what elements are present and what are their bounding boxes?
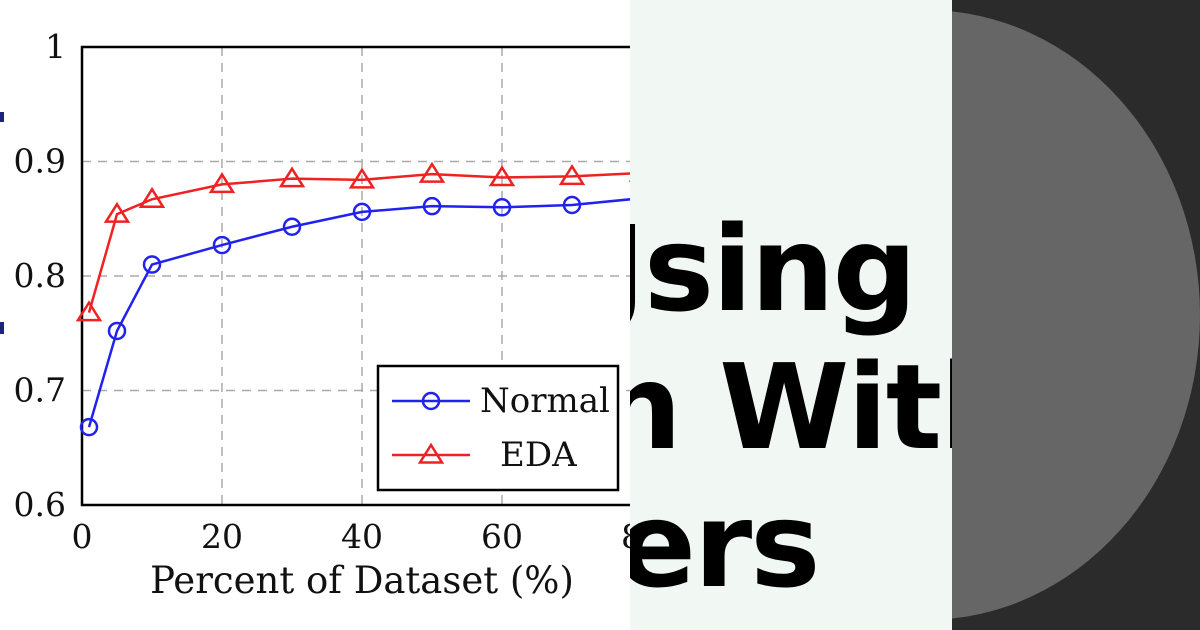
legend-label-eda: EDA [500, 435, 577, 475]
title-fragment-1: Jsing [630, 200, 917, 338]
line-chart: 0204060801000.60.70.80.91 Percent of Dat… [0, 27, 630, 602]
title-fragment-3: ers [630, 476, 820, 614]
x-tick-label-2: 40 [341, 517, 383, 556]
x-tick-label-3: 60 [481, 517, 523, 556]
series-normal [79, 195, 630, 437]
legend: Normal EDA [376, 364, 620, 492]
data-point-eda-3 [208, 172, 236, 194]
data-point-eda-1 [103, 201, 131, 223]
x-tick-label-0: 0 [72, 517, 93, 556]
title-panel: Jsing n With ers [630, 0, 952, 630]
ticks-layer: 0204060801000.60.70.80.91 [14, 27, 630, 556]
data-point-normal-2 [142, 255, 162, 274]
data-point-normal-3 [212, 235, 232, 255]
legend-marker-normal [421, 391, 441, 411]
legend-box [376, 364, 620, 492]
grid-layer [82, 47, 630, 505]
series-line-eda [87, 172, 630, 313]
dark-panel [952, 0, 1200, 630]
x-tick-label-1: 20 [201, 517, 243, 556]
x-tick-label-4: 80 [621, 517, 630, 556]
data-point-eda-7 [488, 165, 516, 187]
data-point-eda-4 [278, 166, 306, 188]
edge-mark-1 [0, 112, 4, 122]
plot-frame [80, 45, 630, 507]
edge-mark-2 [0, 322, 4, 334]
data-point-eda-5 [348, 167, 376, 189]
series-layer [75, 161, 630, 437]
data-point-normal-7 [492, 198, 512, 217]
data-point-normal-5 [352, 202, 372, 222]
decorative-circle [952, 10, 1200, 620]
data-point-normal-8 [562, 195, 582, 215]
data-point-eda-2 [138, 186, 166, 209]
title-fragment-2: n With [630, 338, 952, 476]
data-point-eda-8 [558, 164, 586, 186]
data-point-eda-6 [418, 161, 446, 183]
y-tick-label-4: 1 [45, 27, 66, 66]
y-tick-label-3: 0.9 [14, 142, 66, 181]
x-axis-label: Percent of Dataset (%) [150, 559, 574, 602]
chart-panel: 0204060801000.60.70.80.91 Percent of Dat… [0, 27, 630, 602]
series-line-normal [87, 198, 630, 428]
data-point-normal-4 [282, 217, 302, 237]
data-point-normal-6 [422, 196, 442, 216]
legend-label-normal: Normal [480, 381, 610, 421]
edge-marks [0, 112, 4, 334]
y-tick-label-1: 0.7 [14, 371, 66, 410]
y-tick-label-0: 0.6 [14, 485, 66, 524]
data-point-normal-0 [79, 417, 99, 437]
legend-marker-eda [417, 442, 445, 464]
axes-layer [80, 45, 630, 507]
series-eda [75, 161, 630, 322]
data-point-normal-1 [107, 321, 127, 341]
data-point-eda-0 [75, 300, 103, 322]
y-tick-label-2: 0.8 [14, 256, 66, 295]
